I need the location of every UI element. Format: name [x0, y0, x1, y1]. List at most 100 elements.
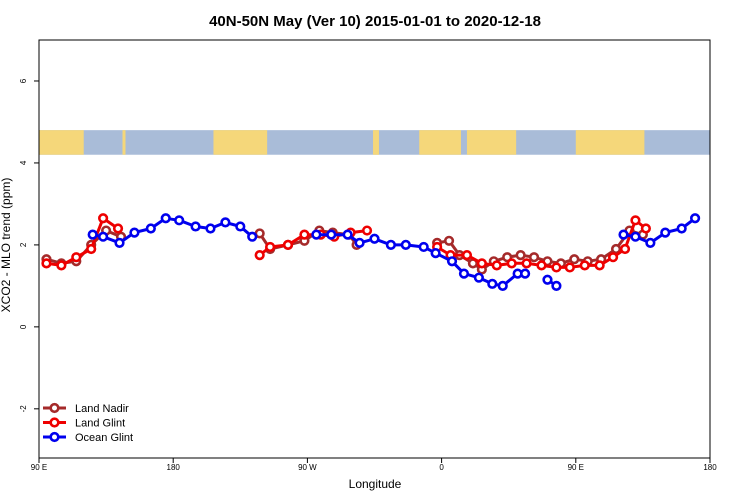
data-point: [506, 258, 517, 269]
series-2: [87, 213, 701, 291]
data-point: [645, 237, 656, 248]
legend-label: Ocean Glint: [75, 432, 133, 444]
data-point: [618, 229, 629, 240]
y-tick-label: 2: [19, 242, 28, 247]
x-axis: 90 E 180 90 W 0 90 E 180: [31, 458, 717, 472]
data-point: [160, 213, 171, 224]
x-tick-label: 180: [703, 463, 717, 472]
map-land: [39, 130, 84, 155]
data-point: [521, 258, 532, 269]
data-point: [676, 223, 687, 234]
map-land: [575, 130, 645, 155]
data-point: [311, 229, 322, 240]
data-point: [564, 262, 575, 273]
data-point: [98, 213, 109, 224]
data-point: [476, 258, 487, 269]
data-point: [487, 278, 498, 289]
data-point: [114, 237, 125, 248]
x-tick-label: 180: [167, 463, 181, 472]
data-point: [491, 260, 502, 271]
data-point: [607, 252, 619, 263]
data-point: [98, 231, 109, 242]
data-point: [520, 268, 531, 279]
legend-marker: [49, 402, 60, 414]
series-line: [436, 218, 647, 269]
data-point: [56, 260, 67, 271]
legend: Land Nadir Land Glint Ocean Glint: [43, 402, 133, 444]
data-point: [536, 260, 547, 271]
data-point: [299, 229, 310, 240]
data-point: [354, 237, 365, 248]
data-point: [205, 223, 216, 234]
legend-marker: [49, 431, 60, 443]
x-axis-label: Longitude: [349, 477, 402, 491]
data-point: [528, 252, 540, 263]
data-point: [145, 223, 156, 234]
data-point: [473, 272, 484, 283]
y-axis-label: XCO2 - MLO trend (ppm): [0, 178, 13, 313]
data-point: [361, 225, 373, 236]
data-point: [446, 256, 458, 267]
data-point: [326, 229, 337, 240]
map-land: [213, 130, 268, 155]
data-point: [112, 223, 124, 234]
data-point: [41, 258, 52, 269]
y-tick-label: 4: [19, 160, 28, 165]
data-point: [515, 250, 526, 261]
data-point: [497, 280, 508, 291]
map-land: [122, 130, 126, 155]
y-axis: -2 0 2 4 6: [19, 78, 39, 412]
series-line: [316, 233, 526, 288]
data-point: [190, 221, 201, 232]
data-point: [630, 231, 641, 242]
data-point: [71, 252, 82, 263]
data-point: [660, 227, 671, 238]
data-point: [220, 217, 231, 228]
data-point: [461, 250, 473, 261]
data-point: [235, 221, 246, 232]
x-tick-label: 90 W: [298, 463, 317, 472]
data-point: [569, 254, 580, 265]
data-point: [174, 215, 185, 226]
data-point: [458, 268, 470, 279]
x-tick-label: 0: [439, 463, 444, 472]
y-tick-label: 0: [19, 324, 28, 329]
data-point: [619, 243, 631, 255]
series-line: [46, 229, 122, 265]
data-point: [640, 223, 651, 234]
data-point: [430, 247, 441, 259]
map-land: [373, 130, 379, 155]
data-point: [247, 231, 258, 242]
x-tick-label: 90 E: [568, 463, 584, 472]
y-tick-label: 6: [19, 78, 28, 83]
series-layer: [41, 213, 701, 291]
data-point: [418, 241, 429, 253]
data-point: [551, 280, 562, 291]
data-point: [129, 227, 140, 238]
data-point: [594, 260, 605, 271]
data-point: [385, 239, 397, 251]
plot-frame: [38, 39, 711, 459]
legend-marker: [49, 417, 60, 428]
data-point: [342, 229, 353, 240]
legend-label: Land Glint: [75, 418, 125, 430]
data-point: [86, 243, 97, 255]
data-point: [443, 235, 455, 246]
data-point: [265, 241, 276, 253]
data-point: [579, 260, 590, 271]
y-tick-label: -2: [19, 405, 28, 413]
chart-title: 40N-50N May (Ver 10) 2015-01-01 to 2020-…: [209, 13, 541, 30]
data-point: [542, 274, 553, 285]
data-point: [551, 262, 562, 273]
data-point: [282, 239, 294, 251]
data-point: [254, 250, 265, 261]
map-band: [39, 130, 710, 155]
data-point: [689, 213, 701, 224]
series-line: [46, 216, 119, 267]
legend-label: Land Nadir: [75, 403, 129, 415]
data-point: [400, 239, 411, 251]
map-land: [419, 130, 461, 155]
x-tick-label: 90 E: [31, 463, 47, 472]
map-land: [466, 130, 517, 155]
